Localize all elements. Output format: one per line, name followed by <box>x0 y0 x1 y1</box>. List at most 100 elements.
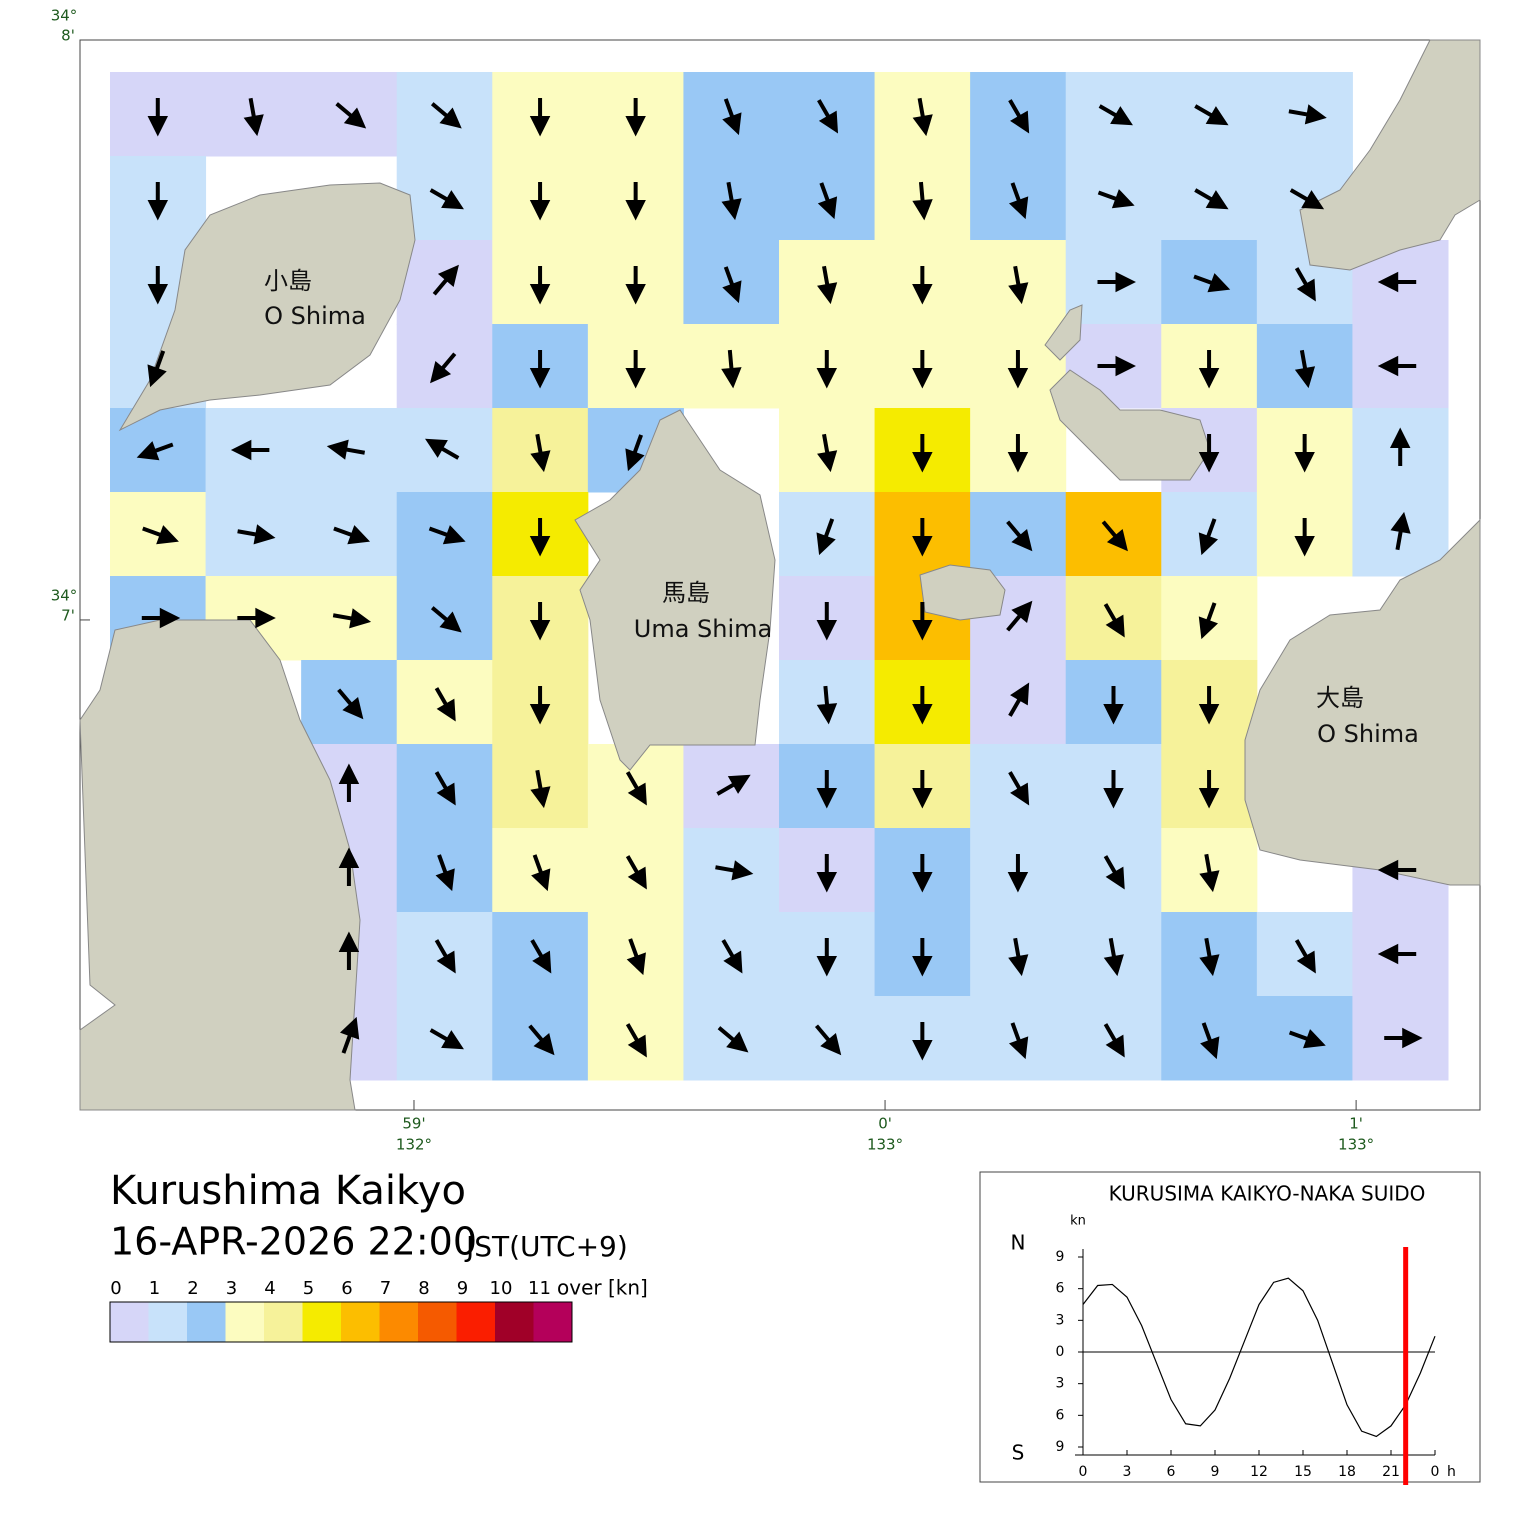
legend-label: 9 <box>457 1278 468 1299</box>
legend-swatch <box>495 1302 534 1342</box>
current-arrow <box>1006 600 1033 632</box>
current-arrow <box>1101 520 1128 552</box>
current-arrow <box>625 98 646 137</box>
current-arrow <box>1199 853 1220 893</box>
x-unit: h <box>1447 1464 1456 1480</box>
current-arrow <box>1198 602 1219 640</box>
y-tick-label: 3 <box>1056 1376 1065 1392</box>
graticule: 34° 8' 34° 7' 59' 132° 0' 133° 1' 133° <box>51 7 1374 1154</box>
current-arrow <box>435 854 455 892</box>
x-tick-label: 6 <box>1167 1464 1176 1480</box>
legend-label: 0 <box>110 1278 121 1299</box>
current-arrow <box>625 182 646 221</box>
island <box>1299 39 1481 271</box>
current-arrow <box>529 686 551 725</box>
current-arrow <box>1198 770 1220 809</box>
current-arrow <box>1097 271 1136 293</box>
current-arrow <box>1008 937 1029 977</box>
current-arrow <box>1294 939 1316 974</box>
current-arrow <box>237 524 276 545</box>
current-arrow <box>1289 188 1325 210</box>
lon-label: 1' <box>1349 1115 1363 1133</box>
current-arrow <box>1103 770 1124 809</box>
speed-legend: 0 1 2 3 4 5 6 7 8 9 10 11 over [kn] <box>109 1276 648 1343</box>
lon-label: 59' <box>402 1115 425 1133</box>
current-arrow <box>1103 686 1124 725</box>
current-arrow <box>912 686 933 725</box>
current-arrow <box>1377 355 1417 377</box>
current-arrow <box>429 188 464 210</box>
y-tick-label: 3 <box>1056 1312 1065 1328</box>
current-arrow <box>529 98 551 137</box>
current-arrow <box>530 769 551 809</box>
current-arrow <box>1288 1029 1326 1049</box>
legend-swatch <box>379 1302 418 1342</box>
x-tick-label: 21 <box>1382 1464 1400 1480</box>
y-tick-label: 9 <box>1056 1249 1065 1265</box>
current-arrow <box>912 938 933 977</box>
current-arrow <box>912 97 933 137</box>
current-arrow <box>715 860 754 881</box>
island <box>118 182 416 432</box>
x-tick-label: 0 <box>1079 1464 1088 1480</box>
current-arrow <box>1007 434 1029 473</box>
north-label: N <box>1011 1231 1026 1255</box>
current-arrow <box>1103 937 1124 977</box>
y-tick-label: 6 <box>1056 1407 1065 1423</box>
current-arrow <box>529 518 551 557</box>
legend-swatch <box>225 1302 264 1342</box>
current-arrow <box>625 434 645 472</box>
current-arrow <box>912 1022 933 1061</box>
current-arrow <box>816 938 838 977</box>
y-tick-label: 9 <box>1056 1439 1065 1455</box>
lon-label: 133° <box>867 1136 903 1154</box>
current-arrow <box>530 433 551 473</box>
island <box>919 564 1006 621</box>
current-arrow <box>337 688 364 720</box>
legend-label: 8 <box>418 1278 429 1299</box>
current-arrow <box>339 1016 360 1054</box>
current-arrow <box>716 774 751 796</box>
current-arrow <box>530 939 552 974</box>
current-arrow <box>1097 355 1136 377</box>
current-arrow <box>147 182 169 221</box>
current-arrow <box>1098 104 1133 126</box>
current-arrow <box>430 352 457 384</box>
current-arrow <box>722 98 742 136</box>
current-arrow <box>1288 104 1327 125</box>
current-arrow <box>912 350 933 389</box>
legend-label: 5 <box>303 1278 314 1299</box>
current-arrow <box>1008 771 1030 806</box>
current-arrow <box>1199 937 1220 977</box>
current-arrow <box>1384 1027 1423 1049</box>
current-arrow <box>529 266 551 305</box>
current-arrow <box>1198 434 1220 473</box>
current-arrow <box>816 350 838 389</box>
current-arrow <box>1008 99 1030 134</box>
y-unit: kn <box>1070 1214 1086 1229</box>
current-arrow <box>1007 350 1029 389</box>
current-arrow <box>1103 603 1125 638</box>
current-arrow <box>147 266 169 305</box>
current-arrow <box>529 350 551 389</box>
current-arrow <box>1103 1023 1125 1058</box>
legend-label: 11 <box>528 1278 551 1299</box>
current-arrow <box>722 266 742 304</box>
legend-swatch <box>110 1302 149 1342</box>
current-arrow <box>1008 265 1029 305</box>
current-arrow <box>816 854 838 893</box>
legend-swatch <box>148 1302 187 1342</box>
title: Kurushima Kaikyo <box>110 1168 466 1214</box>
current-arrow <box>816 518 836 556</box>
place-en: O Shima <box>1317 720 1419 748</box>
current-arrow <box>147 350 167 388</box>
current-arrow <box>625 266 646 305</box>
current-arrow <box>332 608 372 629</box>
current-arrow <box>528 1024 555 1056</box>
current-arrow <box>1294 349 1316 389</box>
current-arrow <box>912 434 933 473</box>
current-arrow <box>816 602 838 641</box>
current-arrow <box>1390 511 1411 551</box>
current-arrow <box>136 441 174 461</box>
